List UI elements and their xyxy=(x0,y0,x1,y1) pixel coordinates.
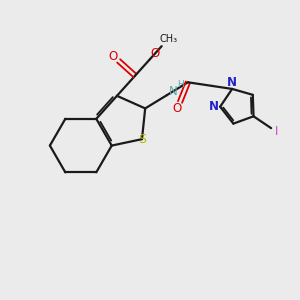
Text: O: O xyxy=(173,102,182,115)
Text: N: N xyxy=(169,85,178,98)
Text: O: O xyxy=(151,47,160,60)
Text: N: N xyxy=(209,100,219,113)
Text: H: H xyxy=(177,80,183,89)
Text: O: O xyxy=(109,50,118,62)
Text: I: I xyxy=(275,125,278,138)
Text: N: N xyxy=(227,76,237,89)
Text: CH₃: CH₃ xyxy=(160,34,178,44)
Text: S: S xyxy=(138,133,146,146)
